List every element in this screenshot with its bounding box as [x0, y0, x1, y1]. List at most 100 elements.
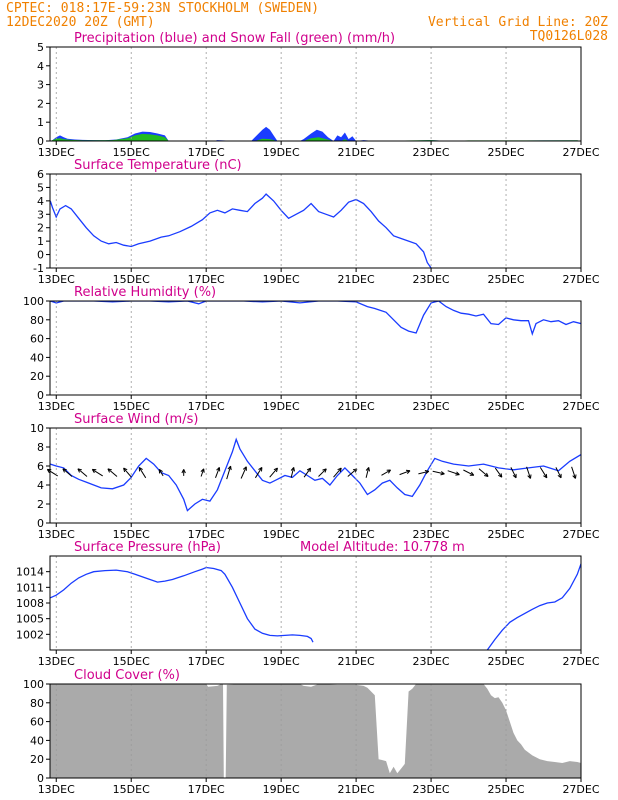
- series-area: [50, 133, 581, 141]
- panel-title: Surface Temperature (nC): [74, 158, 242, 173]
- x-tick-label: 21DEC: [338, 528, 375, 541]
- x-tick-label: 17DEC: [188, 655, 225, 668]
- plot-frame: [49, 173, 582, 269]
- y-tick-label: 0: [37, 249, 44, 262]
- wind-arrow: [526, 466, 532, 479]
- y-tick-label: 100: [23, 678, 44, 691]
- x-tick-label: 13DEC: [38, 146, 75, 159]
- panel-precip: Precipitation (blue) and Snow Fall (gree…: [37, 31, 600, 159]
- x-tick-label: 25DEC: [487, 146, 524, 159]
- y-tick-label: -1: [33, 262, 44, 275]
- x-tick-label: 25DEC: [487, 400, 524, 413]
- wind-arrow: [571, 466, 577, 479]
- x-tick-label: 23DEC: [413, 783, 450, 796]
- series-line: [50, 193, 432, 268]
- y-tick-label: 5: [37, 41, 44, 54]
- x-tick-label: 23DEC: [413, 400, 450, 413]
- panel-subtitle: Model Altitude: 10.778 m: [300, 540, 465, 555]
- x-tick-label: 23DEC: [413, 655, 450, 668]
- wind-arrow: [539, 467, 548, 479]
- wind-arrow: [226, 465, 232, 480]
- wind-arrow: [494, 467, 503, 478]
- y-tick-label: 80: [30, 314, 44, 327]
- series-area: [50, 126, 581, 141]
- y-tick-label: 5: [37, 181, 44, 194]
- series-line: [50, 437, 581, 512]
- plot-frame: [49, 46, 582, 142]
- wind-arrow: [399, 469, 411, 476]
- y-tick-label: 2: [37, 97, 44, 110]
- x-tick-label: 19DEC: [263, 400, 300, 413]
- y-tick-label: 1: [37, 235, 44, 248]
- wind-arrow: [555, 467, 562, 479]
- y-tick-label: 0: [37, 135, 44, 148]
- panel-title: Relative Humidity (%): [74, 285, 216, 300]
- wind-arrow: [447, 470, 460, 476]
- y-tick-label: 1: [37, 116, 44, 129]
- x-tick-label: 15DEC: [113, 400, 150, 413]
- y-tick-label: 6: [37, 168, 44, 181]
- grid-note: Vertical Grid Line: 20Z: [428, 15, 608, 30]
- y-tick-label: 20: [30, 753, 44, 766]
- wind-arrow: [303, 467, 312, 478]
- wind-arrow: [318, 468, 327, 477]
- plot-frame: [49, 555, 582, 651]
- wind-arrow: [254, 466, 263, 479]
- x-tick-label: 25DEC: [487, 273, 524, 286]
- x-tick-label: 21DEC: [338, 400, 375, 413]
- panel-title: Precipitation (blue) and Snow Fall (gree…: [74, 31, 395, 46]
- x-tick-label: 21DEC: [338, 273, 375, 286]
- series-group: [50, 437, 581, 512]
- x-tick-label: 23DEC: [413, 146, 450, 159]
- series-group: [50, 126, 581, 141]
- y-tick-label: 60: [30, 333, 44, 346]
- panel-rh: Relative Humidity (%) 0 20 40 60 80 100 13DEC 15…: [23, 285, 600, 413]
- x-tick-label: 15DEC: [113, 146, 150, 159]
- series-line: [486, 563, 581, 650]
- wind-arrow: [123, 467, 132, 478]
- y-tick-label: 60: [30, 716, 44, 729]
- wind-arrow: [215, 467, 221, 478]
- wind-arrow: [478, 468, 489, 477]
- panel-title: Surface Pressure (hPa): [74, 540, 221, 555]
- x-tick-label: 23DEC: [413, 273, 450, 286]
- x-tick-label: 13DEC: [38, 273, 75, 286]
- panel-cloud: Cloud Cover (%) 0 20 40 60 80 100 13DEC 15DEC 17D…: [23, 668, 600, 796]
- wind-arrow: [365, 467, 370, 478]
- x-tick-label: 19DEC: [263, 146, 300, 159]
- y-tick-label: 0: [37, 389, 44, 402]
- y-tick-label: 0: [37, 517, 44, 530]
- wind-arrow: [181, 469, 186, 476]
- y-tick-label: 3: [37, 208, 44, 221]
- y-tick-label: 2: [37, 222, 44, 235]
- x-tick-label: 13DEC: [38, 655, 75, 668]
- wind-arrow: [77, 468, 88, 477]
- wind-arrow: [463, 469, 475, 476]
- y-tick-label: 1014: [16, 566, 44, 579]
- wind-arrow: [91, 468, 103, 477]
- y-tick-label: 4: [37, 60, 44, 73]
- station-line: CPTEC: 018:17E-59:23N STOCKHOLM (SWEDEN): [6, 1, 319, 16]
- y-tick-label: 8: [37, 441, 44, 454]
- y-tick-label: 0: [37, 772, 44, 785]
- x-tick-label: 21DEC: [338, 783, 375, 796]
- x-tick-label: 17DEC: [188, 528, 225, 541]
- wind-arrow: [138, 466, 147, 479]
- x-tick-label: 25DEC: [487, 655, 524, 668]
- y-tick-label: 40: [30, 351, 44, 364]
- y-tick-label: 40: [30, 734, 44, 747]
- plot-frame: [49, 427, 582, 524]
- wind-arrow: [269, 467, 278, 478]
- x-tick-label: 13DEC: [38, 400, 75, 413]
- series-line: [50, 566, 314, 643]
- x-tick-label: 17DEC: [188, 783, 225, 796]
- plot-frame: [49, 300, 582, 396]
- x-tick-label: 15DEC: [113, 528, 150, 541]
- y-tick-label: 1011: [16, 581, 44, 594]
- x-tick-label: 27DEC: [562, 146, 599, 159]
- series-group: [50, 193, 432, 268]
- x-tick-label: 21DEC: [338, 146, 375, 159]
- wind-arrow: [381, 469, 392, 476]
- x-tick-label: 19DEC: [263, 655, 300, 668]
- wind-arrow: [333, 467, 342, 478]
